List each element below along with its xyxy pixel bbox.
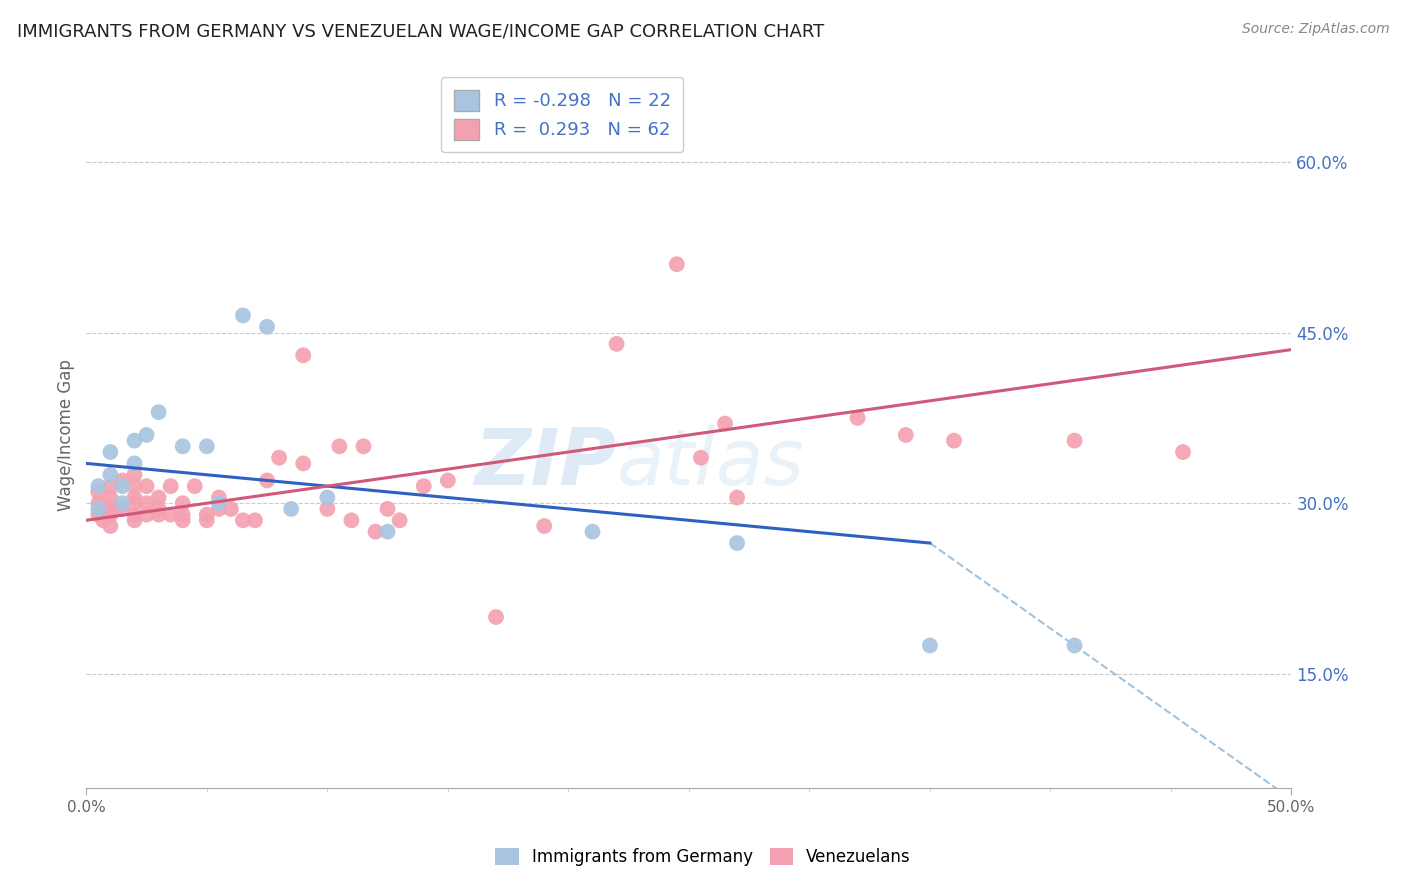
Point	[316, 491, 339, 505]
Point	[918, 639, 941, 653]
Point	[243, 513, 266, 527]
Legend: R = -0.298   N = 22, R =  0.293   N = 62: R = -0.298 N = 22, R = 0.293 N = 62	[441, 77, 683, 153]
Point	[111, 479, 134, 493]
Point	[111, 502, 134, 516]
Point	[159, 508, 181, 522]
Point	[148, 502, 170, 516]
Point	[292, 348, 315, 362]
Point	[894, 428, 917, 442]
Point	[100, 467, 122, 482]
Point	[184, 479, 207, 493]
Point	[111, 474, 134, 488]
Y-axis label: Wage/Income Gap: Wage/Income Gap	[58, 359, 75, 511]
Point	[437, 474, 460, 488]
Point	[124, 434, 146, 448]
Point	[100, 502, 122, 516]
Point	[364, 524, 387, 539]
Point	[412, 479, 434, 493]
Point	[256, 319, 278, 334]
Point	[846, 410, 869, 425]
Point	[100, 491, 122, 505]
Point	[87, 496, 110, 510]
Point	[91, 513, 114, 527]
Point	[328, 439, 350, 453]
Legend: Immigrants from Germany, Venezuelans: Immigrants from Germany, Venezuelans	[486, 840, 920, 875]
Point	[725, 536, 748, 550]
Point	[353, 439, 375, 453]
Point	[280, 502, 302, 516]
Point	[581, 524, 603, 539]
Point	[100, 479, 122, 493]
Text: IMMIGRANTS FROM GERMANY VS VENEZUELAN WAGE/INCOME GAP CORRELATION CHART: IMMIGRANTS FROM GERMANY VS VENEZUELAN WA…	[17, 22, 824, 40]
Point	[172, 439, 194, 453]
Point	[340, 513, 363, 527]
Point	[135, 508, 157, 522]
Point	[87, 484, 110, 499]
Point	[665, 257, 688, 271]
Point	[208, 496, 231, 510]
Point	[135, 428, 157, 442]
Point	[124, 467, 146, 482]
Point	[87, 502, 110, 516]
Point	[195, 508, 218, 522]
Point	[148, 508, 170, 522]
Point	[148, 405, 170, 419]
Point	[124, 496, 146, 510]
Point	[208, 502, 231, 516]
Text: atlas: atlas	[617, 425, 804, 501]
Point	[606, 337, 628, 351]
Point	[124, 491, 146, 505]
Point	[1063, 434, 1085, 448]
Text: ZIP: ZIP	[474, 425, 617, 501]
Point	[104, 502, 127, 516]
Text: Source: ZipAtlas.com: Source: ZipAtlas.com	[1241, 22, 1389, 37]
Point	[124, 508, 146, 522]
Point	[377, 524, 399, 539]
Point	[316, 502, 339, 516]
Point	[124, 479, 146, 493]
Point	[87, 508, 110, 522]
Point	[232, 513, 254, 527]
Point	[533, 519, 555, 533]
Point	[690, 450, 713, 465]
Point	[377, 502, 399, 516]
Point	[208, 491, 231, 505]
Point	[714, 417, 737, 431]
Point	[135, 496, 157, 510]
Point	[256, 474, 278, 488]
Point	[172, 496, 194, 510]
Point	[232, 309, 254, 323]
Point	[195, 439, 218, 453]
Point	[100, 508, 122, 522]
Point	[100, 445, 122, 459]
Point	[485, 610, 508, 624]
Point	[1063, 639, 1085, 653]
Point	[388, 513, 411, 527]
Point	[124, 513, 146, 527]
Point	[159, 479, 181, 493]
Point	[1171, 445, 1194, 459]
Point	[172, 513, 194, 527]
Point	[725, 491, 748, 505]
Point	[269, 450, 291, 465]
Point	[292, 457, 315, 471]
Point	[148, 491, 170, 505]
Point	[172, 508, 194, 522]
Point	[135, 479, 157, 493]
Point	[100, 519, 122, 533]
Point	[124, 457, 146, 471]
Point	[219, 502, 242, 516]
Point	[87, 479, 110, 493]
Point	[111, 496, 134, 510]
Point	[195, 513, 218, 527]
Point	[943, 434, 966, 448]
